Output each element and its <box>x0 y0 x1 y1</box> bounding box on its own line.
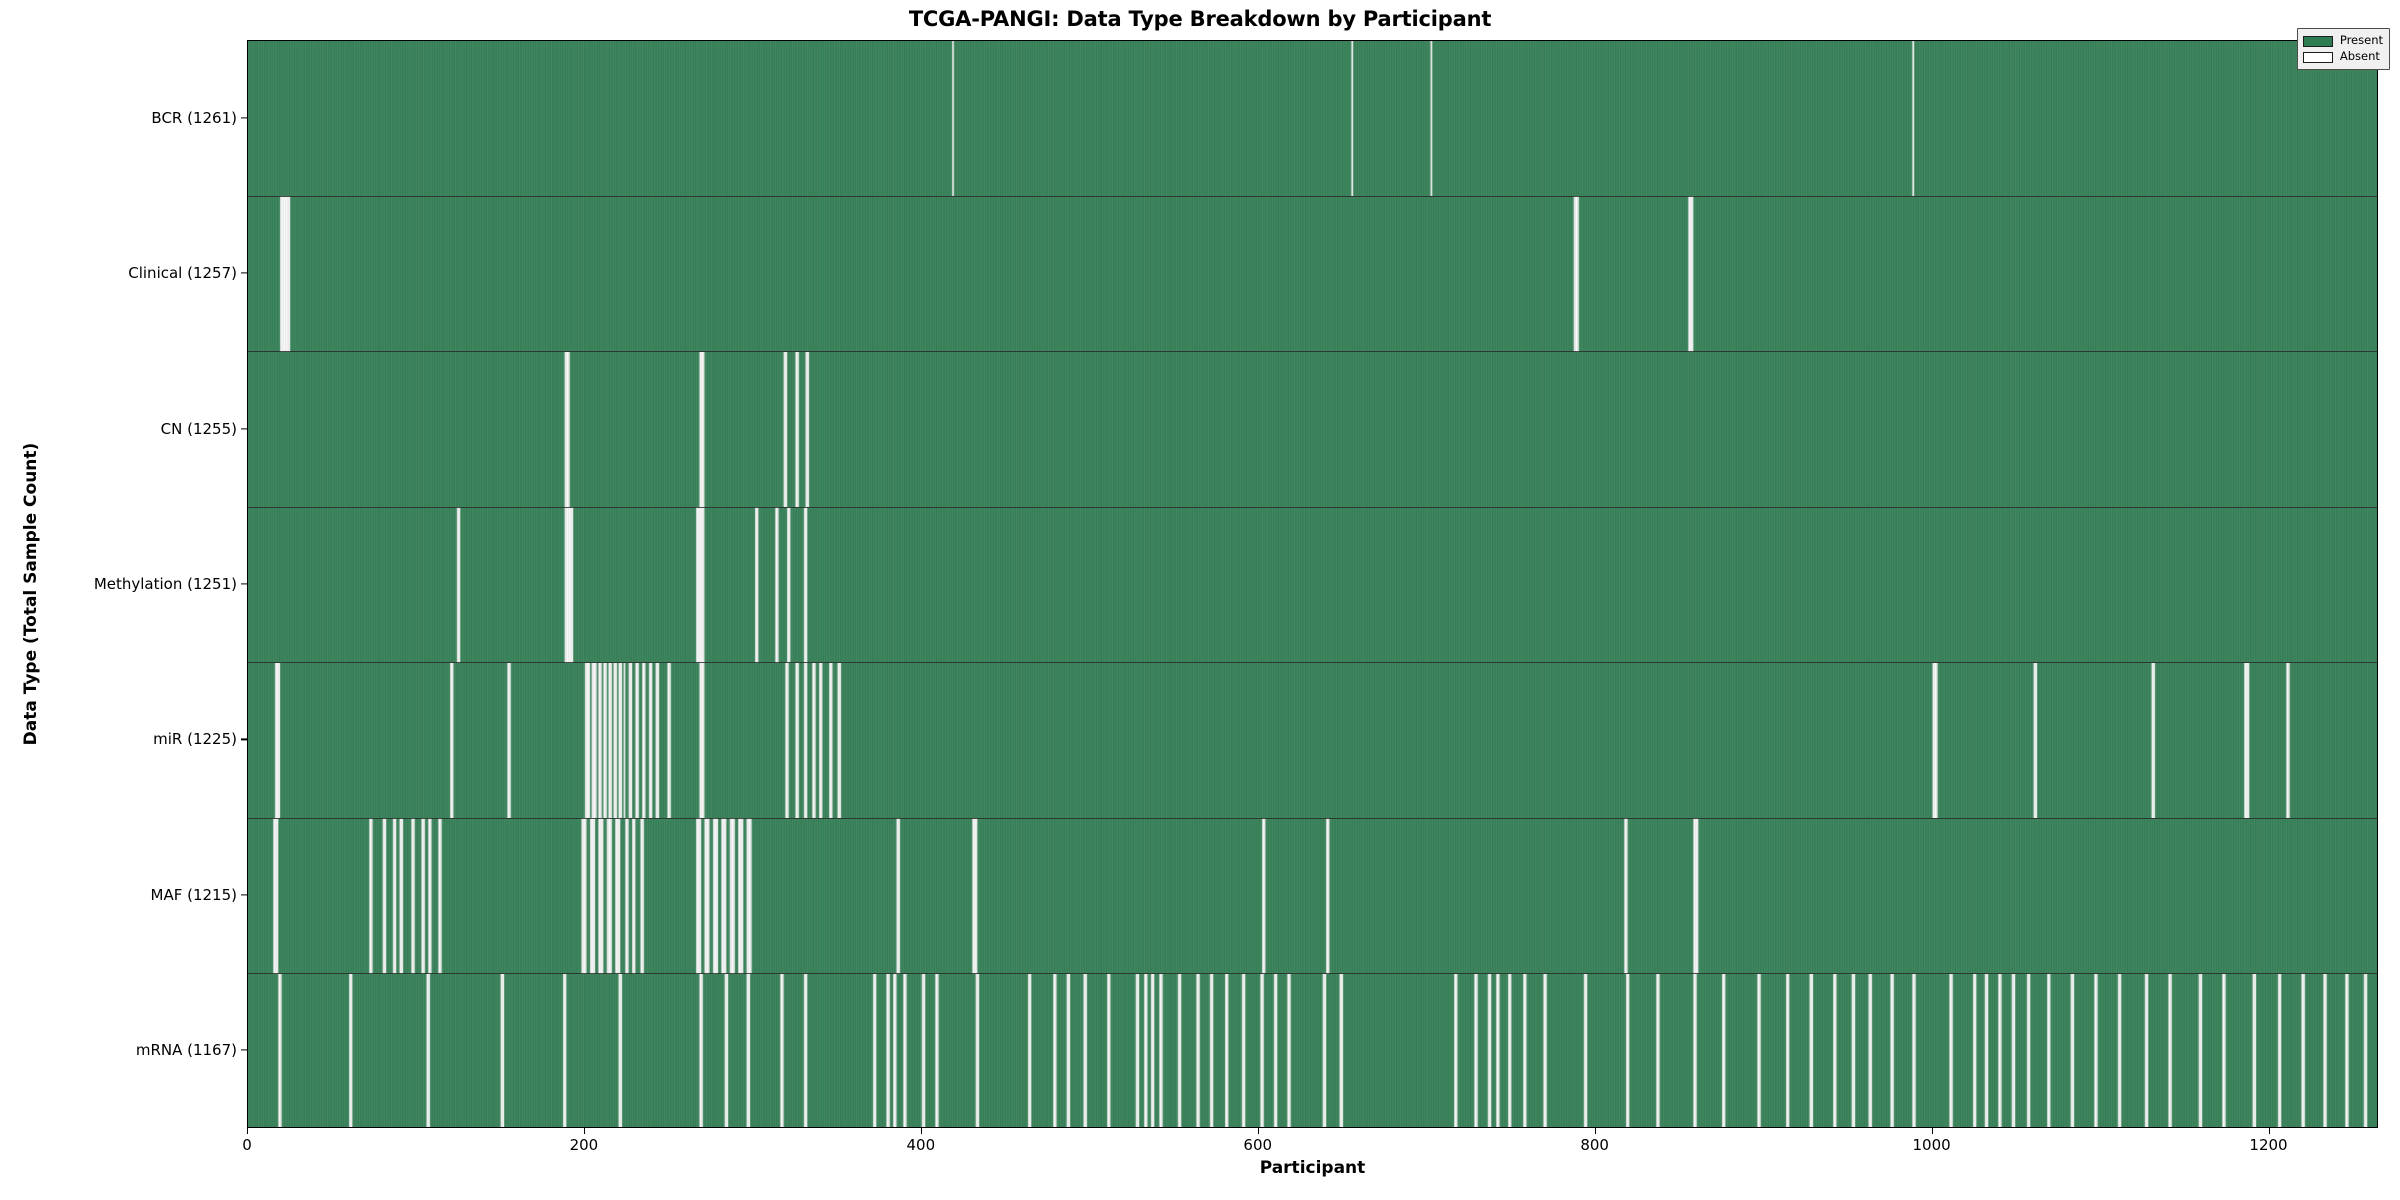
x-tick-label: 1200 <box>2249 1136 2288 1154</box>
row-separator <box>248 817 2377 819</box>
x-tick-mark <box>2268 1128 2270 1134</box>
x-tick-mark <box>1257 1128 1259 1134</box>
y-tick-mark <box>241 583 247 585</box>
row-separator <box>248 973 2377 975</box>
heatmap-row-cn <box>248 351 2377 508</box>
x-tick-label: 600 <box>1243 1136 1273 1154</box>
heatmap-row-clinical <box>248 196 2377 352</box>
heatmap-row-cells <box>248 196 2377 352</box>
y-tick-label-cn: CN (1255) <box>160 419 237 438</box>
legend-swatch-icon <box>2302 35 2333 47</box>
heatmap-row-bcr <box>248 41 2377 197</box>
y-tick-mark <box>241 427 247 430</box>
heatmap-row-mrna <box>248 973 2377 1127</box>
heatmap-row-cells <box>248 662 2377 819</box>
x-tick-mark <box>247 1128 249 1134</box>
y-tick-label-methylation: Methylation (1251) <box>93 575 237 593</box>
y-tick-mark <box>241 738 247 741</box>
row-separator <box>248 351 2377 353</box>
legend-label: Present <box>2339 33 2383 48</box>
heatmap-row-cells <box>248 351 2377 508</box>
x-tick-label: 200 <box>569 1136 599 1154</box>
heatmap-row-maf <box>248 818 2377 974</box>
y-tick-mark <box>241 117 247 119</box>
x-tick-mark <box>1931 1128 1933 1134</box>
heatmap-row-methylation <box>248 507 2377 663</box>
y-tick-mark <box>241 894 247 896</box>
y-tick-label-mrna: mRNA (1167) <box>135 1041 237 1060</box>
x-tick-label: 0 <box>242 1136 252 1154</box>
y-tick-label-maf: MAF (1215) <box>150 885 237 904</box>
plot-area <box>247 40 2378 1128</box>
x-tick-label: 400 <box>906 1136 936 1154</box>
heatmap-row-cells <box>248 507 2377 663</box>
y-tick-label-mir: miR (1225) <box>153 730 237 749</box>
legend-entry-absent: Absent <box>2302 49 2383 65</box>
legend-entry-present: Present <box>2302 33 2383 49</box>
x-tick-label: 1000 <box>1912 1136 1951 1154</box>
x-tick-mark <box>1594 1128 1596 1134</box>
row-separator <box>248 662 2377 664</box>
x-tick-mark <box>583 1128 586 1134</box>
row-separator <box>248 195 2377 197</box>
y-tick-mark <box>241 272 247 274</box>
heatmap-row-mir <box>248 662 2377 819</box>
x-tick-mark <box>920 1128 923 1134</box>
x-axis-label: Participant <box>1259 1158 1366 1178</box>
chart-legend: Present Absent <box>2296 28 2390 70</box>
row-separator <box>248 506 2377 508</box>
heatmap-row-cells <box>248 41 2377 197</box>
y-tick-label-bcr: BCR (1261) <box>151 108 237 127</box>
y-axis-label: Data Type (Total Sample Count) <box>21 442 41 746</box>
legend-swatch-icon <box>2302 51 2333 63</box>
legend-label: Absent <box>2339 49 2380 64</box>
chart-title: TCGA-PANGI: Data Type Breakdown by Parti… <box>908 7 1492 31</box>
y-tick-label-clinical: Clinical (1257) <box>128 264 237 283</box>
heatmap-row-cells <box>248 973 2377 1127</box>
heatmap-row-cells <box>248 818 2377 974</box>
x-tick-label: 800 <box>1580 1136 1609 1154</box>
y-tick-mark <box>241 1049 247 1051</box>
